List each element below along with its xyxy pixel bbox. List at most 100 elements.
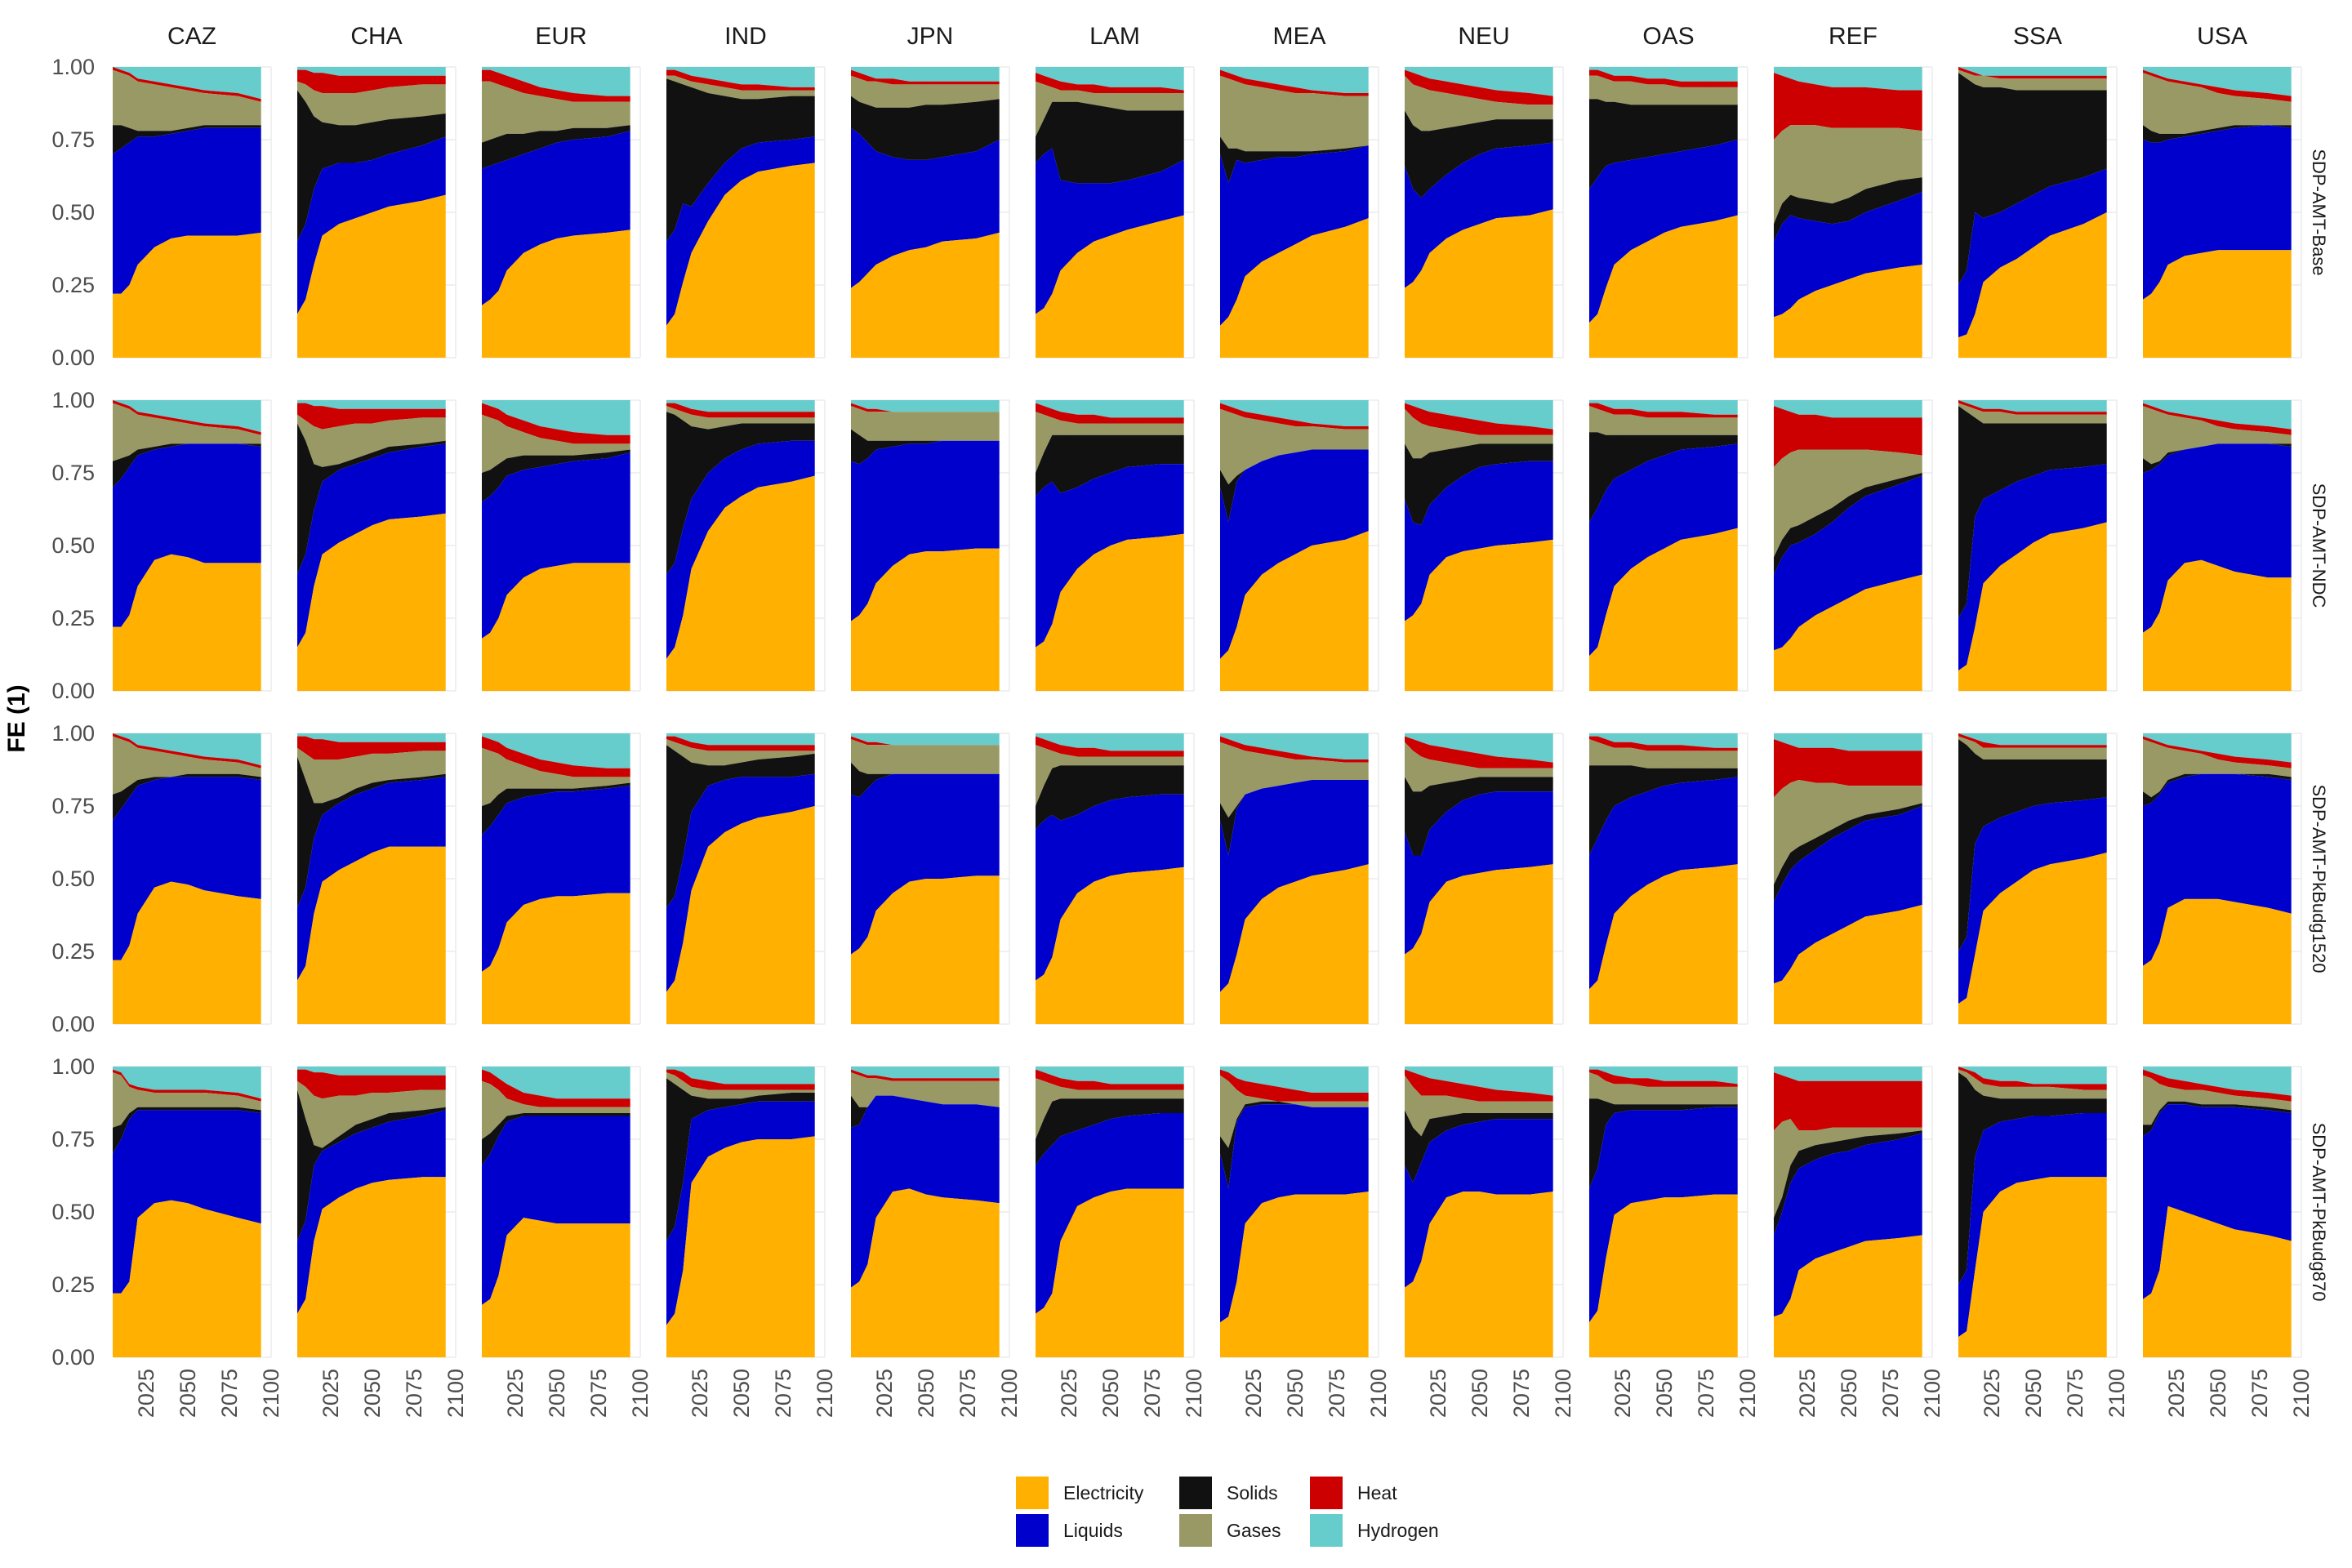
area-electricity <box>113 881 261 1024</box>
area-heat <box>297 1069 446 1099</box>
area-solids <box>851 429 1000 465</box>
area-heat <box>2143 403 2292 435</box>
area-gases <box>1036 745 1184 806</box>
area-liquids <box>1405 1119 1553 1288</box>
area-liquids <box>482 452 630 639</box>
area-electricity <box>1589 864 1738 1024</box>
area-hydrogen <box>1774 400 1922 418</box>
panel-ind-sdp-amt-pkbudg870 <box>666 1066 826 1358</box>
area-solids <box>297 1089 446 1241</box>
panel-mea-sdp-amt-ndc <box>1220 399 1379 692</box>
area-electricity <box>297 1177 446 1357</box>
x-tick-label: 2100 <box>1920 1369 1944 1418</box>
y-tick-label: 0.00 <box>51 1345 95 1370</box>
panel-neu-sdp-amt-ndc <box>1405 399 1564 692</box>
area-heat <box>1405 1069 1553 1102</box>
area-heat <box>1958 1067 2107 1090</box>
area-liquids <box>2143 443 2292 633</box>
area-gases <box>1405 1075 1553 1137</box>
area-hydrogen <box>1958 1067 2107 1085</box>
y-tick-label: 0.00 <box>51 1012 95 1036</box>
x-tick-label: 2100 <box>2289 1369 2314 1418</box>
panel-ssa-sdp-amt-pkbudg1520 <box>1958 733 2118 1025</box>
area-solids <box>666 78 815 242</box>
area-electricity <box>1405 539 1553 691</box>
x-tick-label: 2025 <box>688 1369 712 1418</box>
x-tick-label: 2075 <box>1878 1369 1903 1418</box>
area-hydrogen <box>297 733 446 742</box>
x-tick-label: 2075 <box>217 1369 242 1418</box>
area-gases <box>851 406 1000 441</box>
area-liquids <box>666 1101 815 1325</box>
area-electricity <box>1958 853 2107 1024</box>
area-gases <box>1774 125 1922 225</box>
area-hydrogen <box>666 1067 815 1085</box>
x-tick-label: 2100 <box>997 1369 1022 1418</box>
area-hydrogen <box>2143 1067 2292 1096</box>
area-hydrogen <box>1589 1067 1738 1085</box>
x-tick-label: 2025 <box>134 1369 158 1418</box>
area-heat <box>1774 739 1922 798</box>
x-tick-label: 2025 <box>2164 1369 2189 1418</box>
area-gases <box>1036 1078 1184 1139</box>
area-solids <box>1958 73 2107 285</box>
x-tick-label: 2100 <box>813 1369 837 1418</box>
area-heat <box>851 69 1000 85</box>
area-liquids <box>666 440 815 659</box>
area-gases <box>1220 408 1369 485</box>
x-tick-label: 2050 <box>360 1369 385 1418</box>
x-tick-label: 2075 <box>1140 1369 1165 1418</box>
x-tick-label: 2100 <box>628 1369 653 1418</box>
area-electricity <box>1405 209 1553 358</box>
area-liquids <box>1589 140 1738 323</box>
area-gases <box>1405 742 1553 792</box>
area-heat <box>1220 736 1369 763</box>
area-gases <box>482 747 630 806</box>
x-tick-label: 2050 <box>1652 1369 1677 1418</box>
x-tick-label: 2100 <box>443 1369 468 1418</box>
panel-eur-sdp-amt-pkbudg1520 <box>482 733 641 1025</box>
area-solids <box>666 745 815 908</box>
panel-caz-sdp-amt-pkbudg870 <box>113 1066 272 1358</box>
area-electricity <box>1036 1188 1184 1357</box>
area-gases <box>1589 739 1738 768</box>
area-hydrogen <box>1958 67 2107 76</box>
area-liquids <box>1220 780 1369 992</box>
y-tick-label: 0.50 <box>51 533 95 558</box>
area-gases <box>482 81 630 143</box>
panel-oas-sdp-amt-pkbudg870 <box>1589 1066 1748 1358</box>
area-electricity <box>1036 533 1184 691</box>
area-hydrogen <box>666 67 815 87</box>
y-tick-label: 0.75 <box>51 127 95 152</box>
area-heat <box>851 1069 1000 1081</box>
area-hydrogen <box>1220 733 1369 760</box>
x-tick-label: 2075 <box>1325 1369 1349 1418</box>
area-solids <box>1589 99 1738 189</box>
area-gases <box>297 81 446 126</box>
area-heat <box>1036 73 1184 93</box>
panel-cha-sdp-amt-pkbudg870 <box>297 1066 457 1358</box>
area-solids <box>1036 101 1184 184</box>
area-electricity <box>2143 1205 2292 1357</box>
area-hydrogen <box>297 67 446 76</box>
area-gases <box>1958 1069 2107 1099</box>
panel-lam-sdp-amt-base <box>1036 66 1195 359</box>
area-heat <box>1220 1069 1369 1102</box>
panel-lam-sdp-amt-pkbudg870 <box>1036 1066 1195 1358</box>
area-liquids <box>113 443 261 627</box>
area-gases <box>482 1080 630 1139</box>
panel-jpn-sdp-amt-pkbudg870 <box>851 1066 1010 1358</box>
area-solids <box>1220 136 1369 184</box>
legend-item-hydrogen: Hydrogen <box>1310 1514 1439 1547</box>
area-liquids <box>1958 797 2107 1004</box>
x-tick-label: 2025 <box>1980 1369 2004 1418</box>
area-solids <box>1958 739 2107 951</box>
area-electricity <box>851 875 1000 1024</box>
panel-mea-sdp-amt-pkbudg870 <box>1220 1066 1379 1358</box>
panel-neu-sdp-amt-base <box>1405 66 1564 359</box>
x-tick-label: 2100 <box>1182 1369 1206 1418</box>
y-tick-label: 0.50 <box>51 200 95 225</box>
panel-cha-sdp-amt-ndc <box>297 399 457 692</box>
column-label-ref: REF <box>1829 23 1878 50</box>
area-solids <box>1958 406 2107 618</box>
